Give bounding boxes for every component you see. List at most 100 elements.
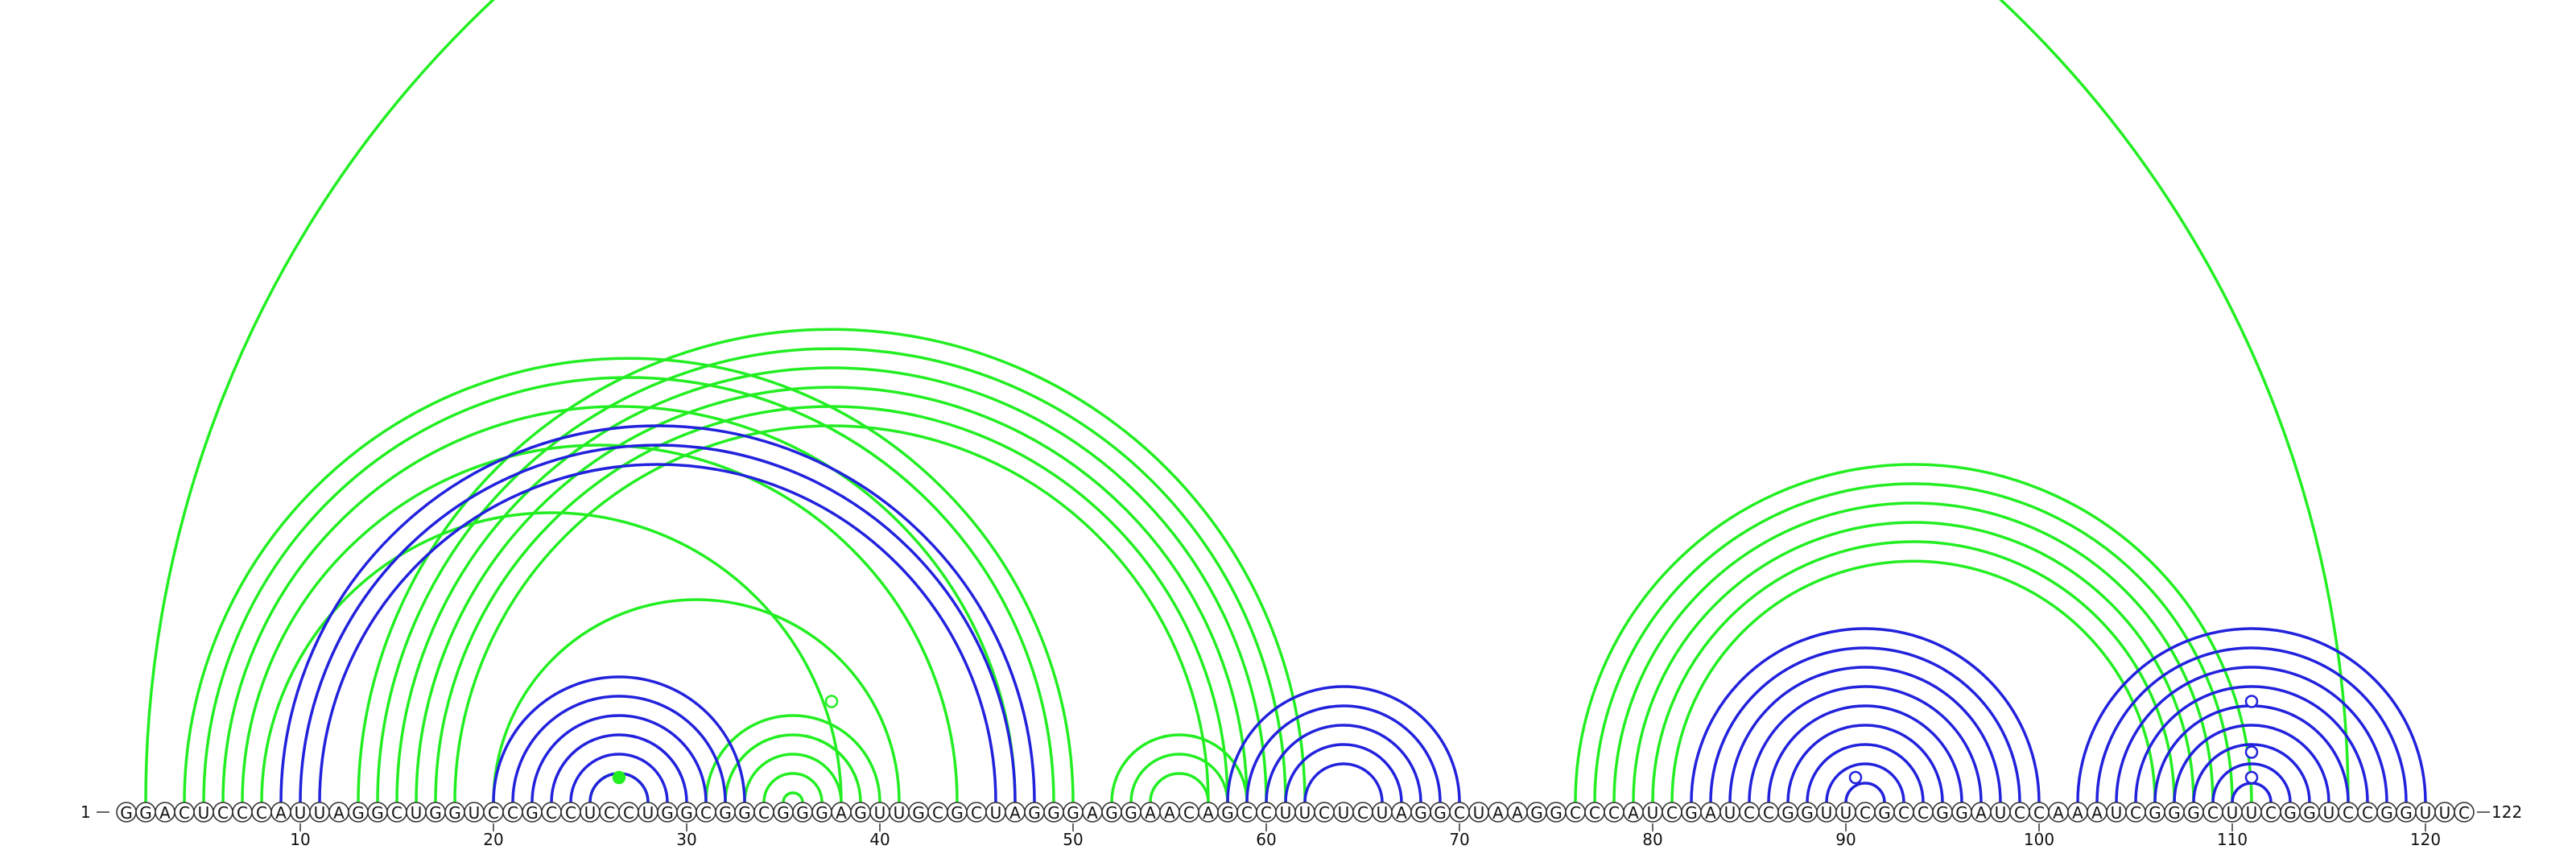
nucleotide-letter: C: [2014, 803, 2025, 823]
nucleotide: A: [270, 802, 291, 823]
nucleotide-letter: C: [1319, 803, 1330, 823]
nucleotide-letter: G: [1878, 803, 1891, 823]
blue-marker: [2244, 695, 2259, 708]
nucleotide: G: [792, 802, 813, 823]
blue-arc: [2076, 627, 2427, 803]
nucleotide: G: [116, 802, 137, 823]
nucleotide: G: [1043, 802, 1064, 823]
green-arc: [1612, 501, 2215, 803]
nucleotide: U: [580, 802, 601, 823]
nucleotide-letter: G: [2149, 803, 2161, 823]
nucleotide: A: [2067, 802, 2088, 823]
nucleotide: A: [1082, 802, 1103, 823]
green-arc: [183, 357, 1075, 803]
blue-arc: [1709, 646, 2021, 803]
nucleotide-letter: U: [198, 803, 210, 823]
nucleotide-letter: G: [661, 803, 674, 823]
green-arc: [724, 733, 862, 803]
nucleotide: A: [831, 802, 852, 823]
nucleotide: G: [1024, 802, 1045, 823]
nucleotide: G: [734, 802, 755, 823]
nucleotide: U: [2222, 802, 2243, 823]
blue-arc: [2211, 762, 2292, 803]
backbone-layer: 1 122: [80, 802, 2522, 822]
nucleotide: C: [1662, 802, 1682, 823]
nucleotide-letter: U: [1724, 803, 1736, 823]
nucleotide-letter: G: [1047, 803, 1060, 823]
nucleotide-letter: A: [1087, 803, 1098, 823]
nucleotide: A: [155, 802, 175, 823]
nucleotide: C: [599, 802, 620, 823]
nucleotide: U: [290, 802, 311, 823]
blue-arc: [279, 424, 1036, 803]
nucleotide-letter: G: [2168, 803, 2181, 823]
nucleotide: G: [715, 802, 736, 823]
green-arc: [1651, 540, 2176, 803]
nucleotide-letter: C: [2207, 803, 2219, 823]
nucleotide: G: [947, 802, 968, 823]
nucleotide: U: [1372, 802, 1393, 823]
nucleotide-letter: A: [1164, 803, 1175, 823]
blue-arc: [2192, 743, 2311, 803]
nucleotide-letter: C: [1183, 803, 1195, 823]
nucleotide-letter: C: [2458, 803, 2470, 823]
nucleotide-letter: G: [680, 803, 693, 823]
nucleotide-letter: C: [1666, 803, 1678, 823]
nucleotide-letter: G: [1105, 803, 1118, 823]
nucleotide-letter: C: [700, 803, 712, 823]
nucleotide-letter: A: [1396, 803, 1407, 823]
nucleotide-letter: U: [1280, 803, 1292, 823]
nucleotide: G: [2164, 802, 2185, 823]
nucleotide-letter: G: [429, 803, 442, 823]
nucleotide-letter: U: [642, 803, 654, 823]
nucleotide-letter: U: [469, 803, 481, 823]
green-arc: [782, 791, 804, 803]
nucleotide: C: [1604, 802, 1624, 823]
nucleotide: A: [2087, 802, 2107, 823]
nucleotide-letter: C: [2362, 803, 2373, 823]
blue-arc: [2134, 685, 2369, 803]
nucleotide: G: [1430, 802, 1451, 823]
green-arc: [144, 0, 2350, 803]
nucleotide: U: [309, 802, 330, 823]
blue-arc: [1748, 685, 1983, 803]
marker-layer: [612, 695, 2259, 785]
nucleotide-letter: C: [932, 803, 943, 823]
nucleotide-letter: A: [159, 803, 171, 823]
tick-label: 100: [2024, 830, 2054, 849]
nucleotide: U: [2106, 802, 2127, 823]
nucleotide: G: [1951, 802, 1972, 823]
tick-label: 10: [290, 830, 310, 849]
nucleotide-letter: U: [1377, 803, 1389, 823]
nucleotide-letter: G: [352, 803, 365, 823]
blue-arc: [2115, 666, 2388, 803]
nucleotide-letter: A: [2072, 803, 2083, 823]
nucleotide-letter: U: [2246, 803, 2258, 823]
nucleotide-letter: C: [1261, 803, 1272, 823]
nucleotide-letter: C: [2265, 803, 2277, 823]
nucleotide-letter: G: [796, 803, 809, 823]
nucleotide-letter: A: [275, 803, 287, 823]
green-arc: [453, 424, 1210, 803]
nucleotide-letter: A: [333, 803, 345, 823]
nucleotide: C: [2029, 802, 2050, 823]
nucleotide: G: [850, 802, 871, 823]
nucleotide: A: [1700, 802, 1721, 823]
nucleotide-letter: C: [507, 803, 518, 823]
nucleotide: A: [1507, 802, 1528, 823]
green-arc: [704, 714, 881, 803]
nucleotide: G: [1681, 802, 1702, 823]
green-arc: [1574, 463, 2253, 803]
nucleotide: U: [464, 802, 485, 823]
nucleotide: C: [2454, 802, 2475, 823]
nucleotide-letter: G: [371, 803, 384, 823]
blue-marker: [2244, 745, 2259, 759]
green-arc: [1632, 521, 2195, 803]
nucleotide: A: [1140, 802, 1161, 823]
nucleotide-letter: G: [777, 803, 790, 823]
nucleotide-letter: C: [2343, 803, 2354, 823]
nucleotide: U: [1468, 802, 1489, 823]
nucleotide: G: [2280, 802, 2301, 823]
arcs-layer: [144, 0, 2427, 803]
blue-arc: [2173, 724, 2330, 803]
